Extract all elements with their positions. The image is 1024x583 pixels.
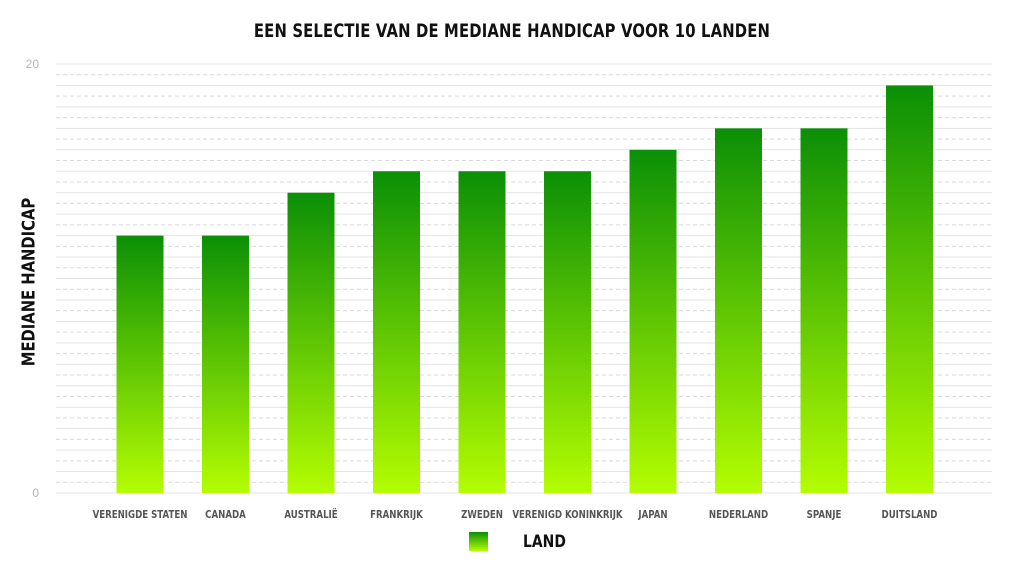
y-axis-ticks: 0 20 xyxy=(26,57,40,500)
legend-swatch xyxy=(469,532,488,551)
y-tick-label: 0 xyxy=(32,486,39,500)
y-axis-label: MEDIANE HANDICAP xyxy=(18,197,40,367)
x-tick-label: VERENIGD KONINKRIJK xyxy=(512,509,623,521)
bar xyxy=(458,171,506,493)
bars xyxy=(116,85,933,494)
x-tick-label: VERENIGDE STATEN xyxy=(93,509,188,521)
legend-label: LAND xyxy=(523,532,566,552)
x-tick-label: SPANJE xyxy=(807,509,842,521)
bar xyxy=(202,235,249,493)
x-tick-label: AUSTRALIË xyxy=(284,506,337,521)
x-tick-label: NEDERLAND xyxy=(709,509,768,521)
y-tick-label: 20 xyxy=(26,57,40,71)
x-tick-label: ZWEDEN xyxy=(461,509,503,521)
x-tick-label: DUITSLAND xyxy=(882,509,938,521)
bar xyxy=(116,235,164,493)
bar xyxy=(373,171,420,493)
bar xyxy=(886,85,933,493)
x-tick-label: FRANKRIJK xyxy=(370,509,423,521)
bar xyxy=(629,149,677,494)
chart-title: EEN SELECTIE VAN DE MEDIANE HANDICAP VOO… xyxy=(253,20,771,42)
bar xyxy=(800,128,848,493)
x-tick-label: JAPAN xyxy=(637,509,667,521)
bar xyxy=(287,192,335,493)
grid-lines xyxy=(56,63,992,494)
x-axis-tick-labels: VERENIGDE STATEN CANADA AUSTRALIË FRANKRIJK… xyxy=(93,506,938,521)
x-tick-label: CANADA xyxy=(205,509,246,521)
bar xyxy=(544,171,591,493)
bar xyxy=(715,128,762,493)
